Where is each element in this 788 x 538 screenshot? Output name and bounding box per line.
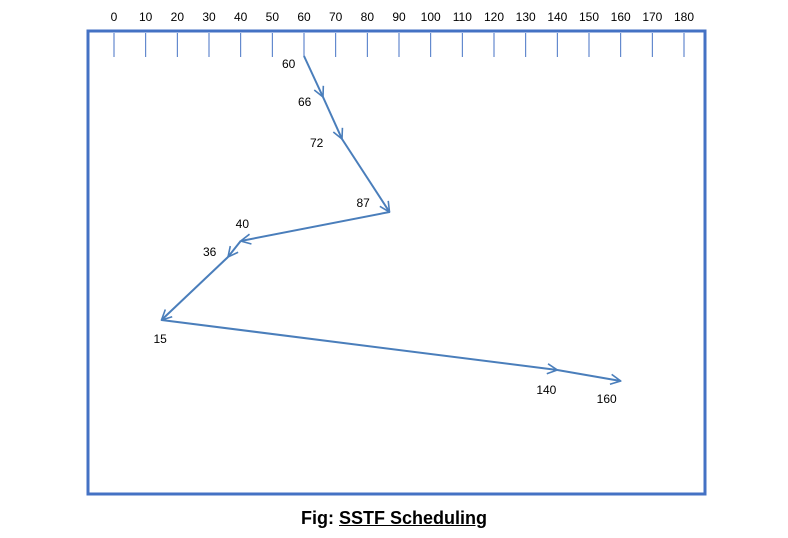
diagram-frame — [86, 29, 707, 496]
axis-tick-label: 150 — [579, 10, 599, 24]
seek-arrow — [161, 319, 558, 370]
axis-tick-label: 80 — [361, 10, 375, 24]
seek-arrow — [241, 211, 390, 241]
axis-tick-label: 30 — [202, 10, 216, 24]
axis-tick-label: 0 — [111, 10, 118, 24]
request-label: 160 — [597, 392, 617, 406]
request-label: 72 — [310, 136, 324, 150]
axis-tick-label: 140 — [547, 10, 567, 24]
axis-tick-label: 40 — [234, 10, 248, 24]
axis-tick-label: 60 — [297, 10, 311, 24]
request-label: 140 — [536, 383, 556, 397]
request-label: 60 — [282, 57, 296, 71]
axis-tick-label: 180 — [674, 10, 694, 24]
axis-tick-label: 160 — [611, 10, 631, 24]
axis-tick-label: 10 — [139, 10, 153, 24]
axis-tick-marks — [113, 33, 685, 57]
caption-prefix: Fig: — [300, 508, 334, 528]
axis-tick-label: 50 — [266, 10, 280, 24]
axis-tick-labels: 0 10 20 30 40 50 60 70 80 90 100 110 120 130 140 150 160… — [111, 10, 695, 24]
axis-tick-label: 120 — [484, 10, 504, 24]
request-label: 87 — [357, 196, 371, 210]
axis-tick-label: 100 — [421, 10, 441, 24]
figure-caption: Fig: SSTF Scheduling — [0, 508, 788, 529]
request-label: 15 — [154, 332, 168, 346]
request-labels: 60 66 72 87 40 36 15 140 160 — [154, 57, 618, 406]
seek-path — [161, 55, 621, 381]
seek-arrow — [228, 240, 242, 257]
request-label: 66 — [298, 95, 312, 109]
seek-arrow — [341, 138, 390, 212]
seek-arrow — [303, 55, 323, 97]
axis-tick-label: 20 — [171, 10, 185, 24]
seek-arrow — [162, 256, 229, 320]
seek-arrow — [557, 369, 620, 381]
axis-tick-label: 110 — [453, 10, 472, 24]
axis-tick-label: 130 — [516, 10, 536, 24]
seek-arrow — [322, 96, 342, 139]
caption-title: SSTF Scheduling — [339, 508, 488, 528]
axis-tick-label: 70 — [329, 10, 343, 24]
axis-tick-label: 90 — [392, 10, 406, 24]
request-label: 40 — [236, 217, 250, 231]
request-label: 36 — [203, 245, 217, 259]
axis-tick-label: 170 — [642, 10, 662, 24]
